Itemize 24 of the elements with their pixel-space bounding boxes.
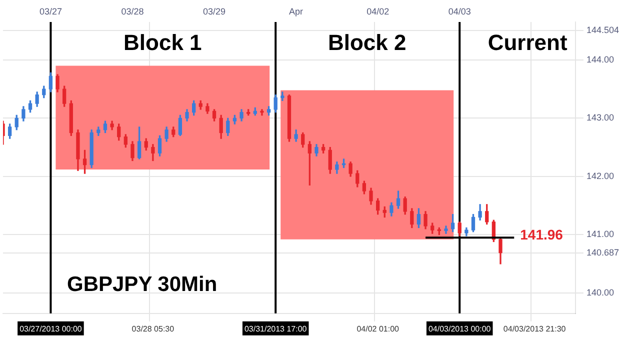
y-tick-label: 142.00 bbox=[586, 170, 614, 181]
y-tick-label: 143.00 bbox=[586, 112, 614, 123]
x-tick-label: 03/27/2013 00:00 bbox=[20, 324, 82, 334]
annotation: Current bbox=[488, 30, 568, 56]
annotation: 141.96 bbox=[520, 226, 564, 242]
y-tick-label: 141.00 bbox=[586, 229, 614, 240]
text: 03/27 bbox=[39, 6, 62, 16]
text: 04/03 bbox=[448, 6, 471, 16]
x-tick-label: 03/31/2013 17:00 bbox=[244, 324, 308, 334]
x-tick-label: 03/28 05:30 bbox=[132, 324, 175, 334]
band-label: Block 1 bbox=[124, 30, 202, 56]
y-tick-label: 140.00 bbox=[586, 287, 614, 298]
text: 04/02 bbox=[366, 6, 390, 16]
y-tick-label: 144.504 bbox=[586, 24, 620, 35]
text: 03/28 bbox=[121, 6, 144, 16]
y-tick-label: 144.00 bbox=[586, 54, 614, 64]
x-tick-label: 04/03/2013 21:30 bbox=[503, 324, 566, 334]
text: Apr bbox=[289, 6, 304, 16]
x-tick-label: 04/02 01:00 bbox=[356, 324, 400, 334]
text: GBPJPY 30Min bbox=[67, 273, 218, 296]
band-label: Block 2 bbox=[328, 30, 406, 56]
x-tick-label: 04/03/2013 00:00 bbox=[428, 324, 492, 334]
y-tick-label: 140.687 bbox=[586, 247, 620, 258]
text: 03/29 bbox=[203, 6, 226, 16]
